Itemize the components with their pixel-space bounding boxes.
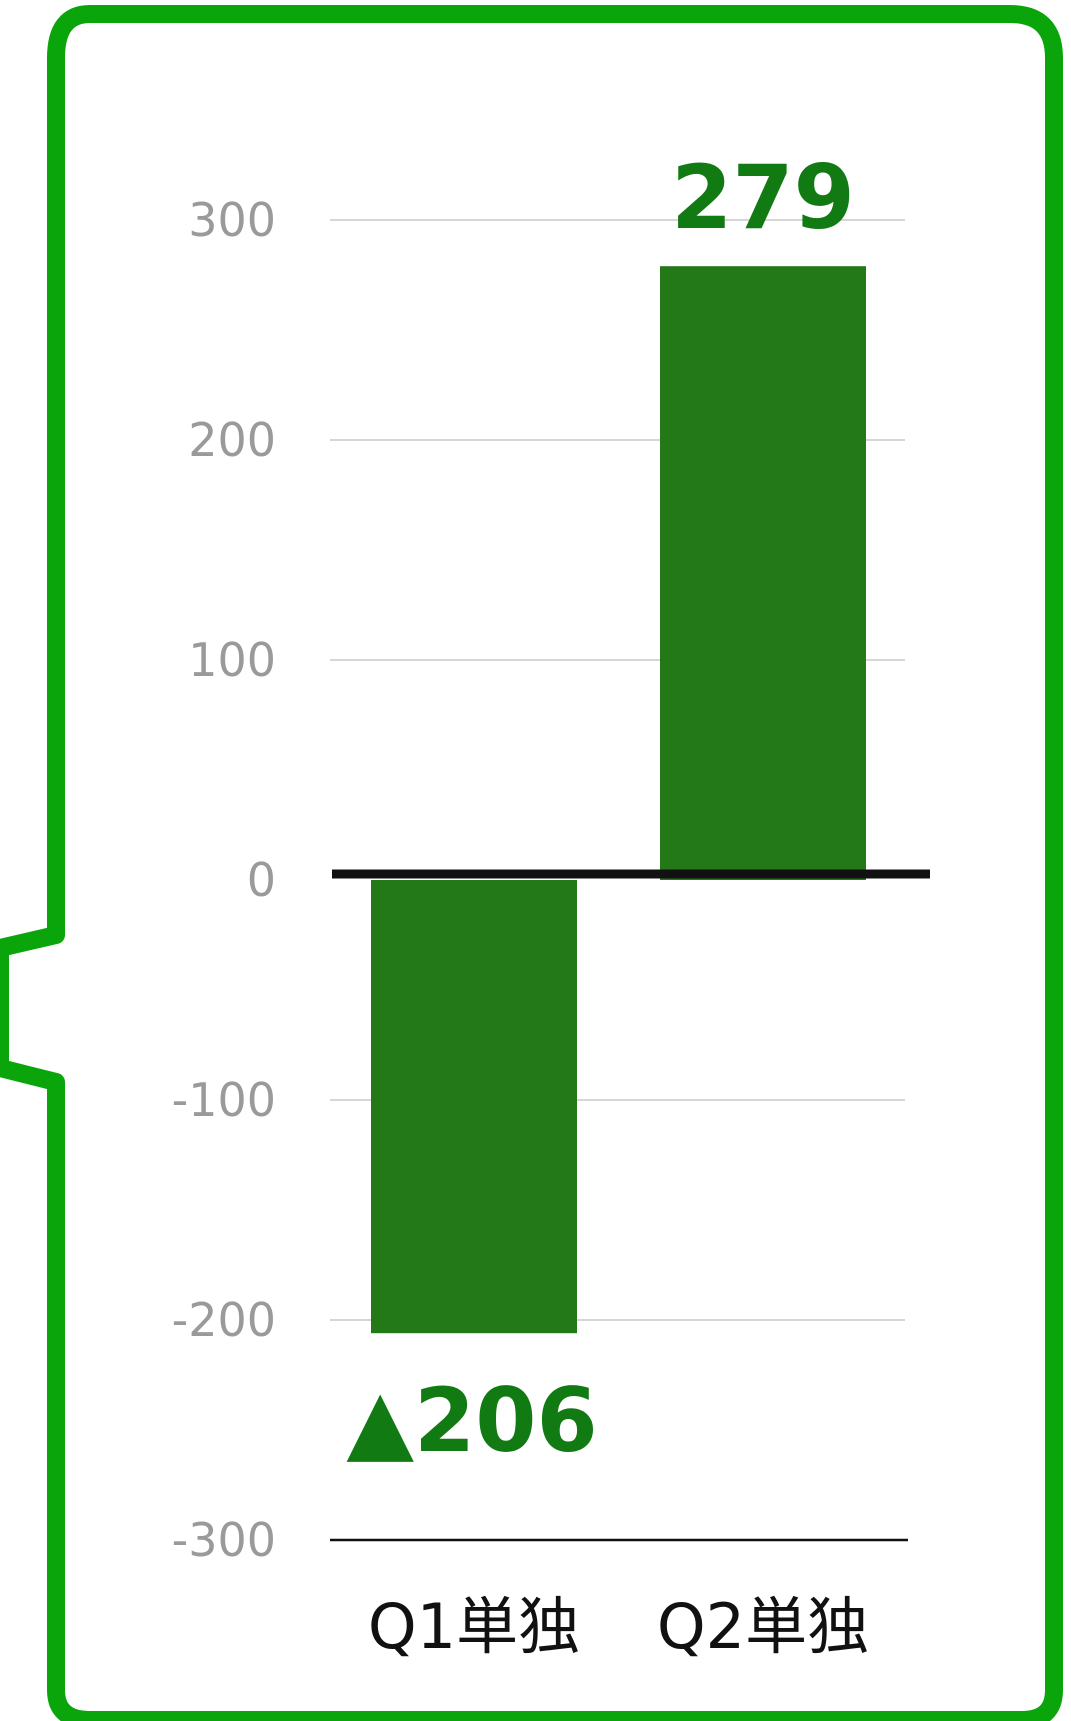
category-label-1: Q1単独 [368, 1590, 580, 1663]
y-axis-tick-labels: 300 200 100 0 -100 -200 -300 [172, 193, 276, 1567]
y-tick-label: 200 [188, 413, 276, 467]
y-tick-label: -200 [172, 1293, 276, 1347]
data-label-2: 279 [671, 146, 855, 249]
axis-lines [330, 869, 930, 1542]
category-label-2: Q2単独 [657, 1590, 869, 1663]
bar-1 [371, 880, 577, 1334]
y-tick-label: 100 [188, 633, 276, 687]
bars [371, 266, 866, 1334]
data-label-1: ▲206 [346, 1369, 597, 1472]
data-labels: ▲206 279 [346, 146, 855, 1472]
bar-2 [660, 266, 866, 880]
y-tick-label: 300 [188, 193, 276, 247]
category-labels: Q1単独 Q2単独 [368, 1590, 869, 1663]
y-tick-label: -300 [172, 1513, 276, 1567]
y-tick-label: 0 [247, 853, 276, 907]
y-tick-label: -100 [172, 1073, 276, 1127]
